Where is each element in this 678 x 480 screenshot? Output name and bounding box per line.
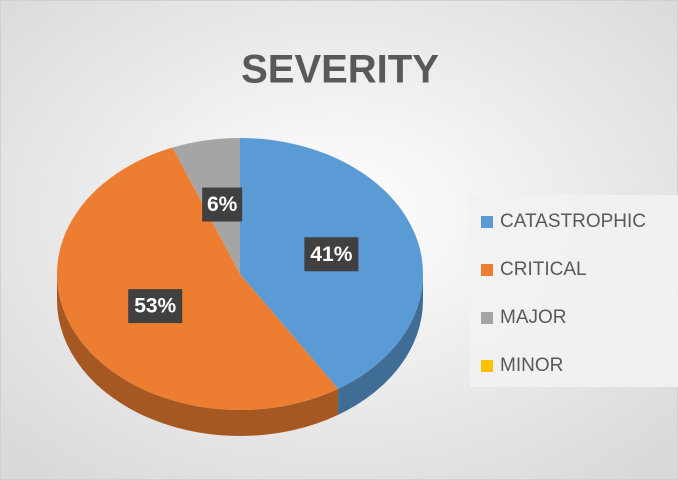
legend-label: CATASTROPHIC (500, 211, 646, 232)
data-label-box (202, 187, 243, 222)
legend-swatch (481, 312, 493, 324)
slice-side (57, 274, 339, 436)
slice (56, 147, 339, 411)
data-label: 41% (310, 243, 352, 266)
legend-swatch (481, 216, 493, 228)
legend-box (470, 195, 678, 387)
legend-swatch (481, 264, 493, 276)
data-label-box (304, 237, 359, 272)
legend-swatch (481, 360, 493, 372)
data-label: 6% (207, 193, 238, 216)
chart-title: SEVERITY (241, 48, 439, 92)
legend-label: CRITICAL (500, 259, 587, 280)
data-label: 53% (134, 295, 176, 318)
legend-label: MAJOR (500, 307, 567, 328)
slice-side (338, 274, 423, 415)
data-label-box (128, 289, 183, 324)
legend-label: MINOR (500, 355, 563, 376)
